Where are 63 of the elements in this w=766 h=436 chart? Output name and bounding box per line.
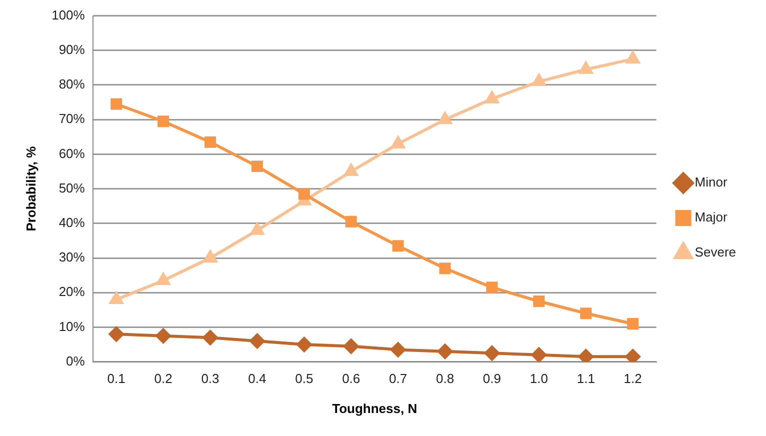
y-axis-title: Probability, % [23, 146, 38, 232]
x-tick-label: 0.1 [107, 371, 126, 386]
x-tick-label: 0.2 [154, 371, 172, 386]
x-tick-label: 1.0 [530, 371, 548, 386]
y-tick-label: 40% [58, 214, 86, 230]
point [110, 292, 124, 304]
x-tick-label: 1.2 [624, 371, 642, 386]
y-tick-label: 0% [66, 353, 86, 368]
x-tick-label: 0.8 [436, 371, 454, 386]
point [250, 222, 264, 235]
y-tick-label: 90% [58, 42, 86, 57]
x-tick-label: 0.7 [389, 371, 408, 386]
point [344, 338, 359, 354]
y-tick-label: 60% [58, 146, 86, 161]
y-tick-label: 10% [58, 318, 86, 334]
point [202, 330, 218, 346]
point [390, 342, 406, 358]
point [533, 296, 545, 307]
point [580, 308, 592, 320]
point [486, 282, 498, 294]
point [579, 62, 593, 74]
point [626, 52, 640, 64]
point [439, 262, 451, 274]
x-tick-label: 0.6 [342, 371, 360, 386]
y-tick-label: 70% [58, 111, 86, 126]
x-tick-label: 1.1 [576, 371, 595, 386]
point [344, 164, 358, 176]
point [484, 346, 500, 361]
point [158, 116, 170, 128]
y-tick-label: 100% [52, 7, 86, 22]
x-tick-label: 0.9 [482, 371, 502, 386]
point [485, 91, 499, 104]
x-tick-label: 0.4 [248, 371, 266, 386]
point [110, 98, 122, 110]
point [251, 160, 263, 172]
point [296, 337, 312, 352]
y-tick-label: 80% [58, 76, 86, 92]
point [250, 334, 265, 349]
x-tick-label: 0.3 [201, 371, 220, 386]
x-tick-label: 0.5 [295, 371, 314, 386]
point [625, 349, 640, 362]
point [108, 326, 124, 342]
point [392, 240, 404, 252]
legend-label: Minor [694, 174, 728, 190]
point [438, 344, 453, 359]
point [627, 318, 639, 330]
legend-label: Major [694, 210, 728, 225]
point [578, 349, 594, 362]
y-tick-label: 50% [58, 180, 86, 196]
point [345, 216, 357, 228]
point [204, 250, 217, 262]
point [391, 136, 405, 148]
point [298, 188, 310, 200]
y-tick-label: 20% [58, 284, 86, 300]
point [156, 272, 170, 285]
point [531, 347, 546, 362]
x-axis-title: Toughness, N [332, 400, 418, 416]
point [438, 112, 452, 124]
point [204, 136, 216, 148]
y-tick-label: 30% [58, 250, 86, 265]
point [156, 328, 171, 344]
legend-label: Severe [694, 244, 736, 260]
point [532, 74, 546, 86]
